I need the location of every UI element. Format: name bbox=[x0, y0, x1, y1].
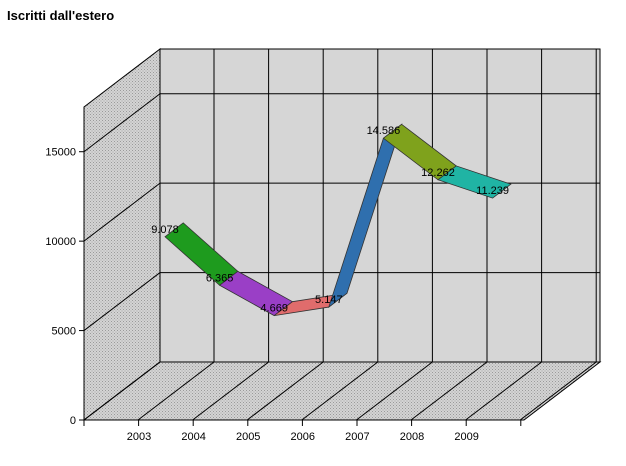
floor-line bbox=[519, 361, 597, 421]
data-label: 12.262 bbox=[421, 167, 455, 179]
floor-line bbox=[246, 361, 324, 421]
data-label: 6.365 bbox=[206, 272, 234, 284]
gridline-side bbox=[83, 361, 161, 421]
x-tick-label: 2007 bbox=[345, 431, 369, 443]
back-wall bbox=[159, 48, 601, 363]
x-tick-label: 2004 bbox=[181, 431, 205, 443]
y-tick-label: 0 bbox=[70, 415, 76, 427]
data-label: 5.147 bbox=[315, 294, 343, 306]
y-tick-label: 10000 bbox=[45, 236, 76, 248]
gridline-side bbox=[83, 272, 161, 331]
y-tick-label: 5000 bbox=[52, 326, 76, 338]
floor-line bbox=[192, 361, 269, 421]
data-label: 4.669 bbox=[260, 303, 288, 315]
ribbon-segment bbox=[437, 165, 512, 199]
floor-line bbox=[465, 361, 542, 421]
left-wall bbox=[83, 47, 161, 422]
x-tick-label: 2008 bbox=[400, 431, 424, 443]
data-label: 11.239 bbox=[476, 185, 509, 197]
floor bbox=[82, 361, 602, 421]
floor-line bbox=[356, 361, 433, 421]
y-tick-label: 15000 bbox=[45, 147, 76, 159]
x-tick-label: 2009 bbox=[454, 431, 478, 443]
floor-line bbox=[410, 361, 488, 421]
x-tick-label: 2003 bbox=[127, 431, 151, 443]
data-label: 9.078 bbox=[151, 224, 179, 236]
gridline-side bbox=[83, 182, 161, 242]
chart-ribbon bbox=[164, 123, 512, 317]
floor-line bbox=[137, 361, 215, 421]
chart-title: Iscritti dall'estero bbox=[7, 8, 115, 23]
x-tick-label: 2006 bbox=[291, 431, 315, 443]
x-tick-label: 2005 bbox=[236, 431, 260, 443]
chart-labels: 0 5000 10000 15000 2003 2004 2005 2006 2007 2008 2… bbox=[45, 125, 509, 443]
gridline-side bbox=[83, 93, 161, 153]
floor-line bbox=[301, 361, 379, 421]
data-label: 14.586 bbox=[367, 125, 401, 137]
chart-walls bbox=[82, 47, 602, 422]
